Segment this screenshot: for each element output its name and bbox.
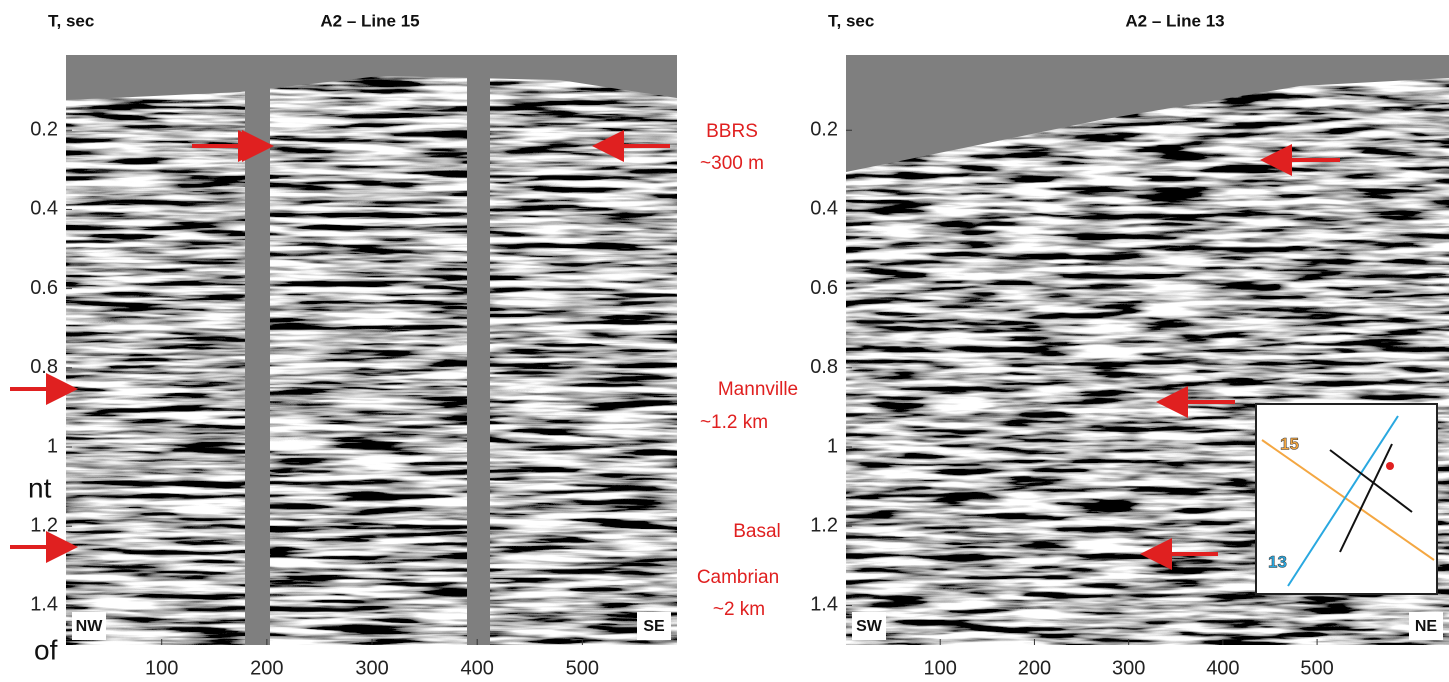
data-gap	[467, 55, 490, 645]
annotation: BBRS	[706, 121, 758, 142]
annotation: Cambrian	[697, 567, 779, 588]
y-tick-label: 1	[827, 435, 838, 457]
y-tick-label: 0.6	[810, 277, 838, 299]
annotation: ~1.2 km	[700, 412, 768, 433]
well-location	[1386, 462, 1394, 470]
line-13	[1287, 415, 1399, 587]
x-tick-label: 200	[250, 657, 283, 679]
data-gap	[245, 55, 270, 645]
arrows	[10, 130, 1340, 570]
x-tick-label: 300	[1112, 657, 1145, 679]
y-tick-label: 0.4	[30, 198, 58, 220]
panel-title: A2 – Line 15	[320, 11, 419, 30]
cropped-text: nt	[28, 472, 52, 503]
annotation: ~2 km	[713, 599, 765, 620]
y-tick-label: 0.4	[810, 198, 838, 220]
direction-box	[1409, 612, 1443, 640]
x-tick-label: 500	[566, 657, 599, 679]
y-tick-label: 0.2	[810, 119, 838, 141]
direction-label: NE	[1415, 618, 1438, 635]
x-tick-label: 200	[1018, 657, 1051, 679]
x-tick-label: 500	[1300, 657, 1333, 679]
y-tick-label: 1.4	[810, 594, 838, 616]
y-tick-label: 1.4	[30, 594, 58, 616]
annotation: Basal	[733, 521, 781, 542]
annotation: Mannville	[718, 379, 798, 400]
x-tick-label: 400	[1206, 657, 1239, 679]
x-tick-label: 400	[461, 657, 494, 679]
x-tick-label: 300	[355, 657, 388, 679]
direction-label: SE	[643, 618, 665, 635]
y-tick-label: 0.8	[30, 356, 58, 378]
inset-label: 15	[1280, 434, 1299, 453]
y-tick-label: 0.8	[810, 356, 838, 378]
direction-box	[637, 612, 671, 640]
y-tick-label: 1.2	[30, 514, 58, 536]
direction-label: NW	[76, 618, 104, 635]
panel-title: A2 – Line 13	[1125, 11, 1224, 30]
x-tick-label: 100	[145, 657, 178, 679]
direction-box	[72, 612, 106, 640]
axis-label: T, sec	[828, 11, 874, 30]
line-a	[1329, 449, 1413, 513]
y-tick-label: 1	[47, 435, 58, 457]
direction-box	[852, 612, 886, 640]
y-tick-label: 0.2	[30, 119, 58, 141]
x-tick-label: 100	[924, 657, 957, 679]
inset-map: 15 13	[1255, 403, 1438, 595]
y-tick-label: 0.6	[30, 277, 58, 299]
inset-label: 13	[1268, 552, 1287, 571]
y-tick-label: 1.2	[810, 514, 838, 536]
line-b	[1339, 443, 1393, 553]
seismic-section	[66, 76, 677, 645]
direction-label: SW	[856, 618, 883, 635]
line-15	[1261, 439, 1435, 561]
axis-label: T, sec	[48, 11, 94, 30]
annotation: ~300 m	[700, 153, 764, 174]
cropped-text: of	[34, 634, 58, 665]
